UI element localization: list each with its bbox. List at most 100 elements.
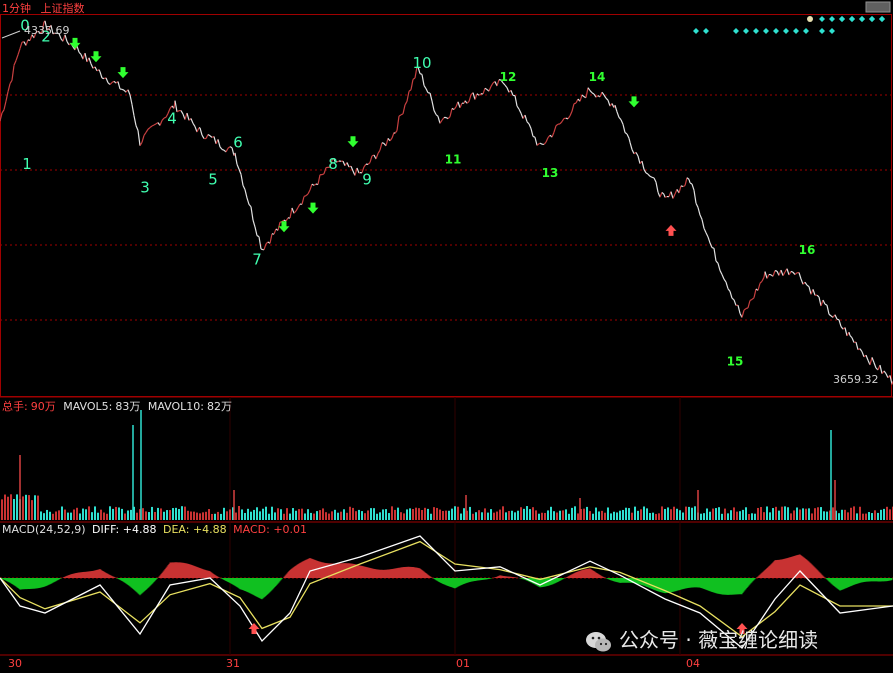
- price-segment: [121, 88, 125, 91]
- volume-bar: [166, 510, 168, 520]
- signal-dot: [829, 16, 835, 22]
- volume-bar: [226, 511, 228, 520]
- volume-bar: [796, 507, 798, 520]
- volume-bar: [838, 513, 840, 520]
- price-segment: [628, 138, 631, 143]
- volume-bar: [634, 506, 636, 520]
- price-segment: [637, 155, 641, 164]
- volume-bar: [70, 512, 72, 520]
- volume-bar: [64, 509, 66, 520]
- price-segment: [731, 297, 735, 301]
- price-segment: [295, 207, 299, 212]
- price-segment: [635, 152, 639, 157]
- price-segment: [139, 141, 143, 147]
- price-segment: [689, 182, 693, 185]
- volume-bar: [169, 510, 171, 520]
- price-segment: [84, 52, 88, 62]
- price-segment: [147, 127, 151, 130]
- volume-bar: [196, 512, 198, 520]
- signal-arrow-down: [307, 202, 319, 214]
- price-segment: [127, 89, 131, 96]
- volume-bar: [853, 506, 855, 520]
- volume-bar: [571, 507, 573, 520]
- time-axis-ticks: 30 31 01 04: [8, 657, 700, 670]
- volume-bar: [55, 511, 57, 520]
- price-segment: [798, 272, 802, 280]
- volume-bar: [103, 512, 105, 520]
- volume-bar: [490, 509, 492, 520]
- price-segment: [307, 189, 311, 195]
- price-segment: [651, 176, 655, 179]
- price-segment: [433, 110, 437, 115]
- volume-bar: [262, 508, 264, 520]
- price-grid: [0, 94, 893, 655]
- volume-bar: [394, 509, 396, 520]
- price-segment: [743, 308, 747, 311]
- volume-bar: [85, 509, 87, 520]
- price-segment: [670, 191, 674, 199]
- volume-bar: [22, 496, 24, 520]
- watermark-text: 公众号 · 薇宝缠论细读: [619, 628, 819, 652]
- price-segment: [221, 148, 225, 151]
- stroke-label: 7: [252, 250, 262, 268]
- volume-bar: [592, 513, 594, 520]
- price-segment: [569, 111, 573, 117]
- price-segment: [447, 116, 451, 120]
- volume-bar: [220, 513, 222, 520]
- price-segment: [317, 174, 321, 185]
- price-segment: [502, 82, 506, 86]
- stroke-label: 14: [589, 70, 606, 84]
- price-segment: [309, 183, 313, 191]
- volume-bar: [535, 510, 537, 520]
- price-segment: [354, 167, 358, 176]
- price-segment: [849, 335, 853, 339]
- price-segment: [449, 108, 453, 117]
- volume-bar: [217, 511, 219, 520]
- volume-bar: [370, 508, 372, 520]
- price-segment: [500, 79, 504, 84]
- volume-bar: [16, 494, 18, 520]
- signal-dot: [803, 28, 809, 34]
- signal-dot: [783, 28, 789, 34]
- volume-bar: [277, 508, 279, 520]
- price-segment: [78, 51, 82, 55]
- period-label[interactable]: 1分钟: [2, 2, 31, 15]
- volume-bar: [295, 510, 297, 520]
- price-segment: [17, 48, 21, 56]
- volume-bar: [160, 508, 162, 520]
- top-right-button[interactable]: [865, 1, 891, 13]
- volume-bar: [235, 512, 237, 520]
- price-segment: [861, 351, 865, 358]
- price-segment: [478, 93, 482, 96]
- volume-bar: [574, 506, 576, 520]
- stroke-label: 4: [167, 110, 177, 128]
- volume-bar: [580, 509, 582, 520]
- price-segment: [227, 146, 231, 149]
- price-segment: [19, 42, 23, 49]
- index-name[interactable]: 上证指数: [40, 2, 85, 15]
- volume-bar: [151, 506, 153, 520]
- volume-bar: [259, 511, 261, 520]
- price-segment: [593, 93, 597, 98]
- volume-bar: [655, 513, 657, 520]
- volume-bar: [367, 510, 369, 520]
- volume-bar: [730, 510, 732, 520]
- volume-bar: [661, 506, 663, 520]
- price-segment: [806, 284, 810, 288]
- price-segment: [234, 152, 238, 165]
- volume-bar: [883, 508, 885, 520]
- price-segment: [1, 109, 5, 114]
- volume-bar: [463, 508, 465, 520]
- volume-bar: [430, 513, 432, 520]
- price-segment: [516, 105, 520, 110]
- volume-bar: [205, 511, 207, 520]
- price-segment: [394, 130, 398, 134]
- price-segment: [149, 125, 153, 128]
- volume-bar: [715, 508, 717, 520]
- volume-bar: [181, 506, 183, 520]
- volume-bar: [340, 511, 342, 520]
- volume-bar: [388, 513, 390, 520]
- price-segment: [52, 32, 56, 35]
- volume-bar: [508, 510, 510, 520]
- signal-dot: [829, 28, 835, 34]
